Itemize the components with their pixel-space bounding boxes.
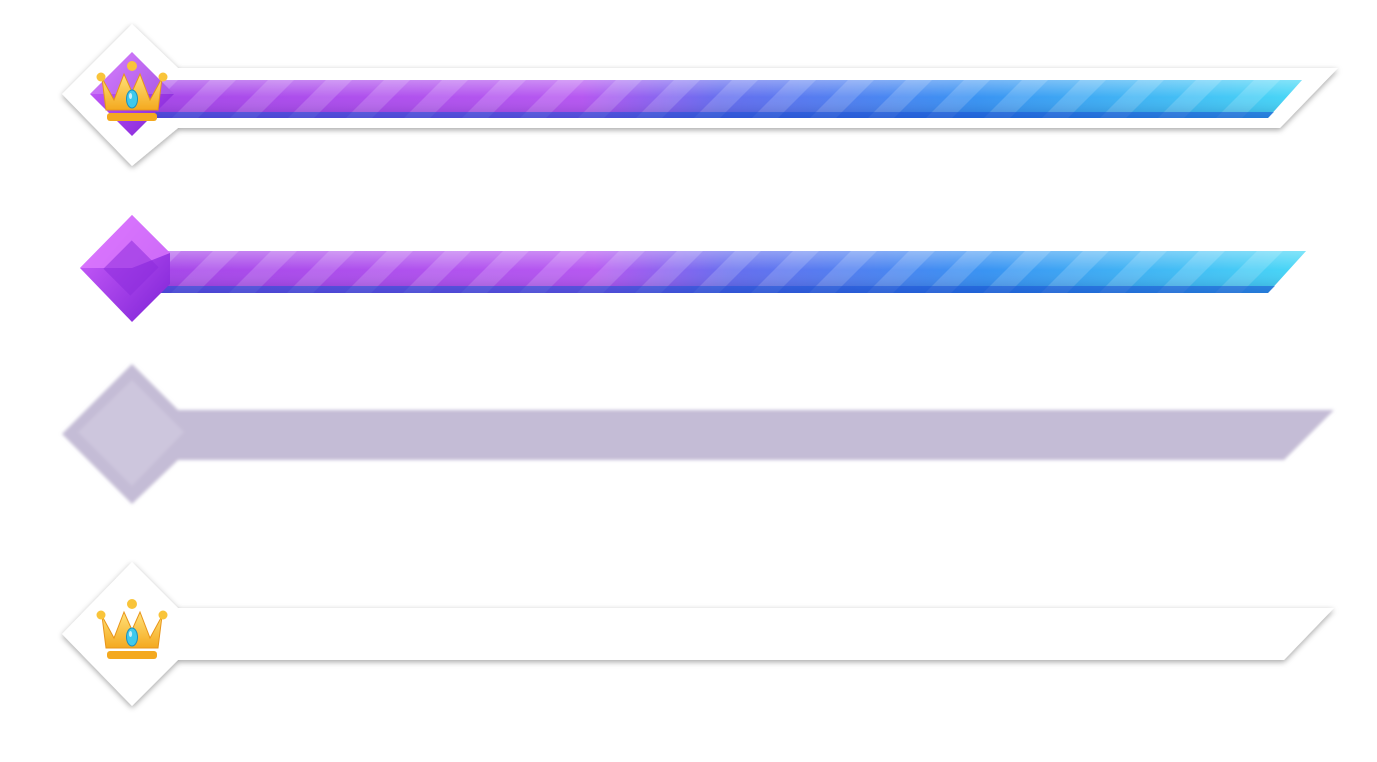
bar-frame	[62, 562, 1334, 706]
progress-bar-framed-full	[62, 24, 1338, 166]
bar-fill-bottom-edge	[158, 286, 1275, 293]
fill-shine	[158, 251, 1306, 293]
gem-facet	[90, 52, 174, 94]
bar-fill-bottom-edge	[140, 112, 1274, 118]
track-inner-diamond	[78, 380, 184, 486]
progress-bar-track-empty	[62, 364, 1334, 504]
progress-bar-fill-only	[80, 215, 1306, 322]
gem-facet-inner	[103, 240, 159, 296]
crown-icon	[96, 61, 168, 121]
fill-shine	[140, 80, 1302, 118]
crown-icon	[96, 599, 168, 659]
progress-bar-frame-crown	[62, 562, 1334, 706]
gem-facet	[80, 215, 170, 268]
bar-track	[62, 364, 1334, 504]
